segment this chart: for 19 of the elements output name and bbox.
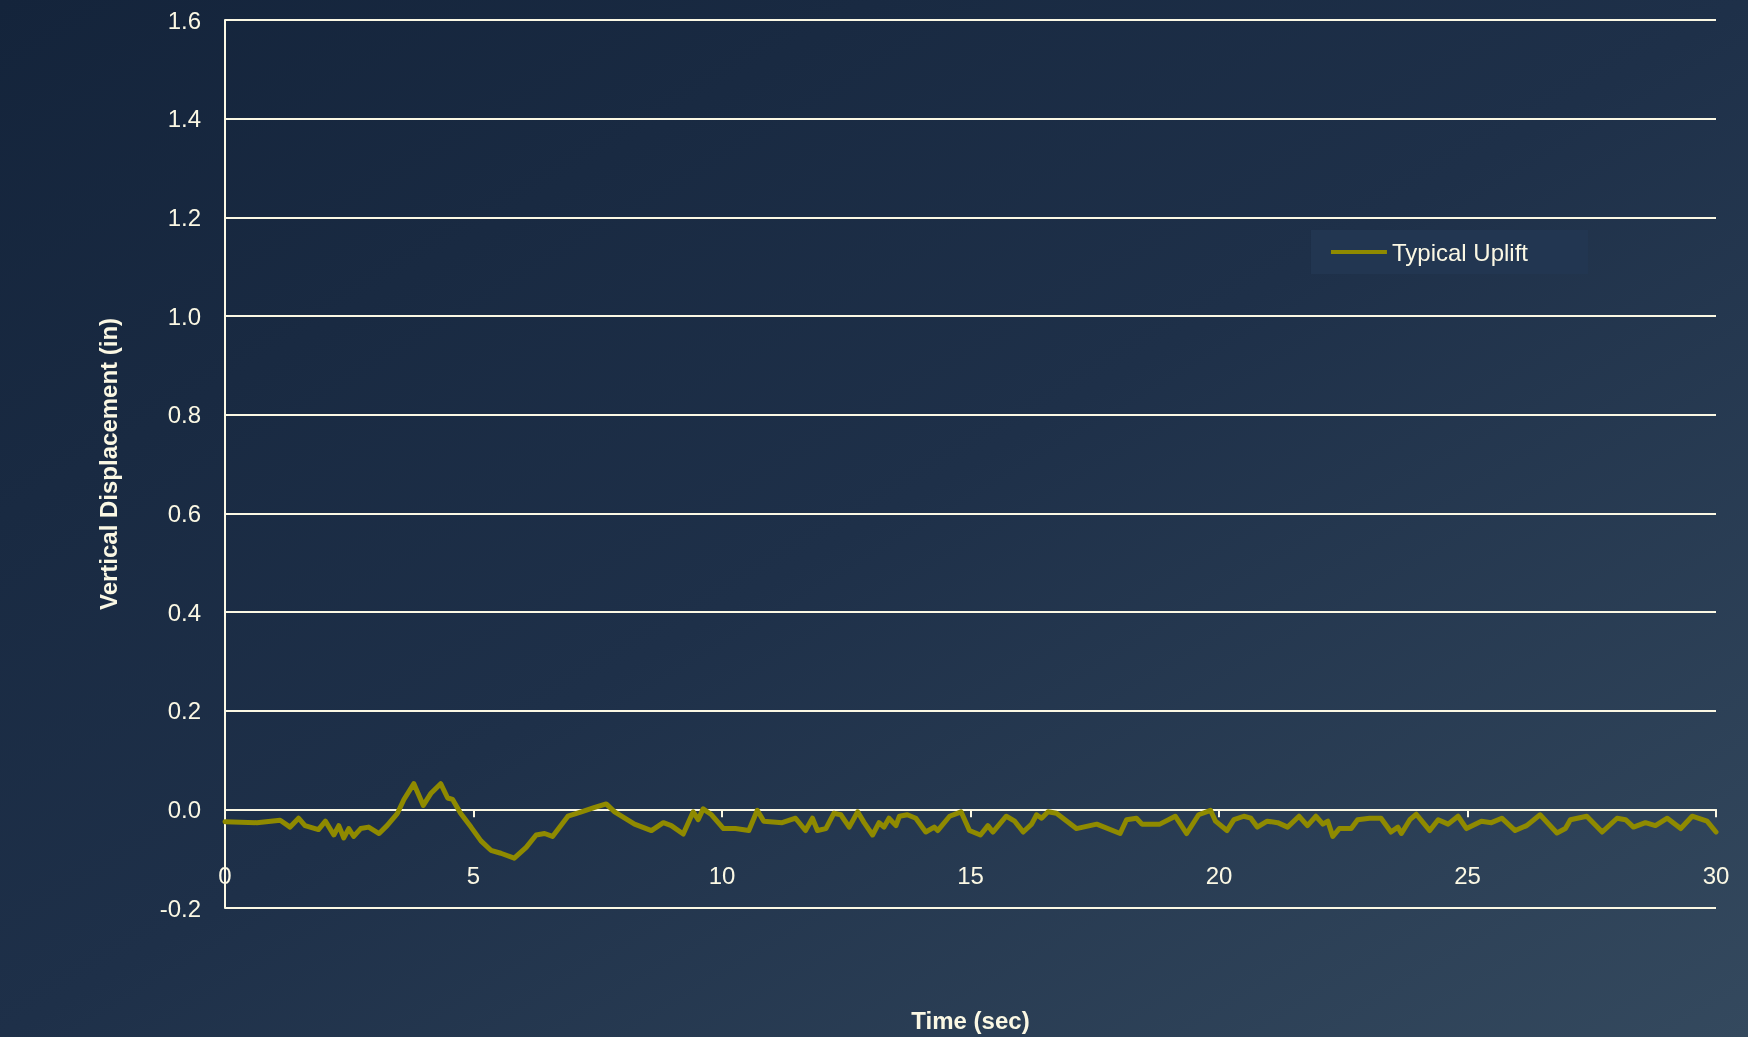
x-tick-label: 20 bbox=[1205, 861, 1233, 889]
x-tick-label: 15 bbox=[957, 861, 984, 889]
y-axis-title: Vertical Displacement (in) bbox=[94, 317, 122, 611]
y-tick-label: -0.2 bbox=[159, 894, 201, 922]
y-tick-label: 0.0 bbox=[167, 795, 201, 823]
y-tick-label: 1.4 bbox=[167, 105, 201, 133]
x-tick-label: 10 bbox=[708, 861, 736, 889]
legend-label: Typical Uplift bbox=[1391, 238, 1529, 266]
y-tick-label: 0.6 bbox=[167, 499, 201, 527]
y-tick-label: 0.2 bbox=[167, 697, 201, 725]
y-tick-label: 1.6 bbox=[167, 6, 201, 34]
x-tick-label: 25 bbox=[1454, 861, 1481, 889]
y-tick-label: 0.4 bbox=[167, 598, 201, 626]
y-tick-label: 0.8 bbox=[167, 401, 201, 429]
x-axis-title: Time (sec) bbox=[911, 1006, 1030, 1034]
x-tick-label: 5 bbox=[466, 861, 481, 889]
y-tick-label: 1.2 bbox=[167, 203, 201, 231]
y-tick-label: 1.0 bbox=[167, 302, 201, 330]
x-tick-label: 30 bbox=[1702, 861, 1730, 889]
